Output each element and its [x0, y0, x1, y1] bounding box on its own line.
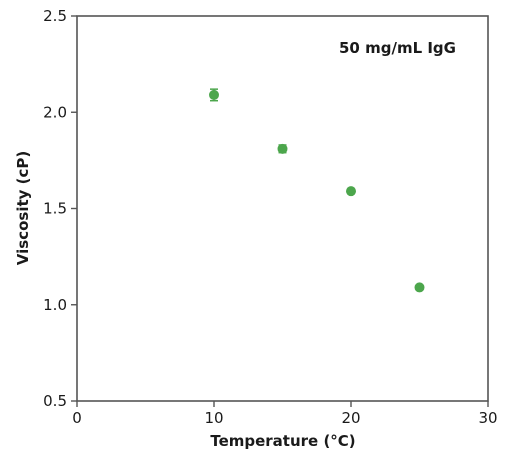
chart-annotation: 50 mg/mL IgG [339, 39, 456, 57]
y-tick-label: 2.5 [43, 7, 67, 25]
x-tick-label: 20 [341, 409, 360, 427]
x-tick-label: 30 [478, 409, 497, 427]
data-point [209, 89, 219, 100]
data-points [209, 88, 425, 293]
x-tick-label: 10 [204, 409, 223, 427]
x-axis-title: Temperature (°C) [210, 432, 355, 450]
y-axis-title: Viscosity (cP) [14, 151, 32, 265]
data-point [414, 282, 425, 293]
y-tick-label: 2.0 [43, 103, 67, 121]
y-tick-label: 1.5 [43, 200, 67, 218]
axes [76, 15, 489, 402]
data-point [277, 143, 288, 154]
plot-frame [76, 15, 489, 402]
y-tick-label: 0.5 [43, 392, 67, 410]
data-point [346, 186, 356, 197]
x-tick-label: 0 [72, 409, 82, 427]
y-tick-label: 1.0 [43, 296, 67, 314]
ticks: 0 10 20 30 0.5 1.0 1.5 2.0 2.5 [43, 7, 497, 427]
